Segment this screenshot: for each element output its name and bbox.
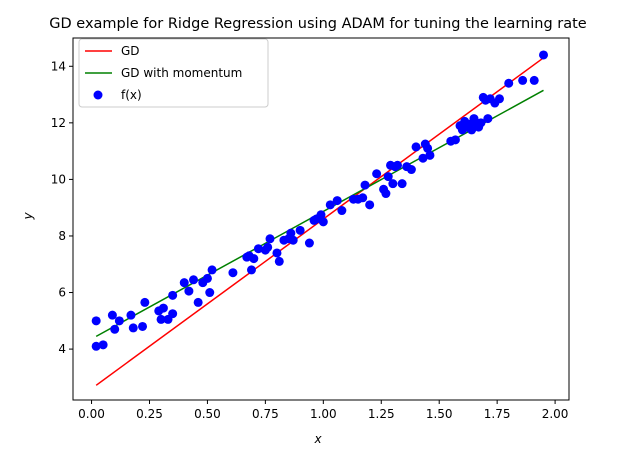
legend: GD GD with momentum f(x): [78, 38, 269, 108]
y-tick-label: 12: [51, 116, 66, 130]
data-point: [91, 341, 101, 351]
data-point: [107, 310, 117, 320]
data-point: [539, 50, 549, 60]
y-tick-label: 6: [58, 286, 66, 300]
data-point: [365, 200, 375, 210]
data-point: [253, 244, 263, 254]
x-tick-label: 0.00: [78, 407, 105, 421]
data-point: [304, 238, 314, 248]
axes-frame: [72, 37, 570, 401]
data-point: [168, 290, 178, 300]
data-point: [397, 179, 407, 189]
data-point: [372, 169, 382, 179]
data-point: [193, 297, 203, 307]
data-point: [189, 275, 199, 285]
data-point: [406, 165, 416, 175]
data-point: [91, 316, 101, 326]
data-point: [295, 225, 305, 235]
data-point: [138, 321, 148, 331]
data-point: [381, 189, 391, 199]
data-point: [110, 324, 120, 334]
data-point: [249, 254, 259, 264]
x-tick-label: 1.25: [368, 407, 395, 421]
data-point: [392, 160, 402, 170]
data-point: [128, 323, 138, 333]
data-point: [337, 206, 347, 216]
data-point: [158, 303, 168, 313]
data-point: [476, 118, 486, 128]
data-point: [388, 179, 398, 189]
data-point: [265, 234, 275, 244]
data-point: [325, 200, 335, 210]
data-point: [156, 314, 166, 324]
data-point: [318, 217, 328, 227]
x-tick-label: 0.50: [194, 407, 221, 421]
data-point: [423, 143, 433, 153]
data-point: [126, 310, 136, 320]
data-point: [316, 210, 326, 220]
data-point: [518, 75, 528, 85]
x-tick-label: 0.25: [136, 407, 163, 421]
plot-area: [91, 50, 549, 386]
chart-title: GD example for Ridge Regression using AD…: [49, 16, 587, 32]
data-point: [286, 228, 296, 238]
data-point: [483, 114, 493, 124]
x-tick-label: 1.75: [484, 407, 511, 421]
data-point: [263, 242, 273, 252]
data-point: [383, 172, 393, 182]
data-point: [358, 193, 368, 203]
data-point: [418, 153, 428, 163]
data-point: [411, 142, 421, 152]
x-tick-label: 2.00: [542, 407, 569, 421]
x-tick-label: 1.00: [310, 407, 337, 421]
data-point: [202, 273, 212, 283]
x-axis-label: x: [313, 432, 322, 446]
y-tick-label: 10: [51, 172, 66, 186]
data-point: [184, 286, 194, 296]
data-point: [205, 288, 215, 298]
data-point: [425, 150, 435, 160]
y-axis-label: y: [21, 212, 35, 221]
axes: 0.00 0.25 0.50 0.75 1.00 1.25 1.50 1.75 2.00 4 6 8 1…: [51, 37, 570, 421]
data-point: [168, 309, 178, 319]
data-point: [494, 94, 504, 104]
y-tick-label: 8: [58, 229, 66, 243]
data-point: [467, 125, 477, 135]
legend-label: GD with momentum: [121, 66, 242, 80]
data-point: [246, 265, 256, 275]
legend-label: f(x): [121, 88, 142, 102]
y-tick-label: 14: [51, 59, 66, 73]
data-point: [288, 235, 298, 245]
y-tick-label: 4: [58, 342, 66, 356]
legend-box: [78, 38, 269, 108]
data-point: [504, 78, 514, 88]
data-point: [98, 340, 108, 350]
data-point: [228, 268, 238, 278]
data-point: [360, 180, 370, 190]
data-point: [450, 135, 460, 145]
legend-swatch-marker: [93, 90, 103, 100]
data-point: [179, 278, 189, 288]
data-point: [274, 256, 284, 266]
x-tick-label: 0.75: [252, 407, 279, 421]
data-point: [529, 75, 539, 85]
x-tick-label: 1.50: [426, 407, 453, 421]
data-point: [207, 265, 217, 275]
data-point: [272, 248, 282, 258]
data-point: [114, 316, 124, 326]
legend-label: GD: [121, 44, 140, 58]
data-point: [140, 297, 150, 307]
data-point: [332, 196, 342, 206]
